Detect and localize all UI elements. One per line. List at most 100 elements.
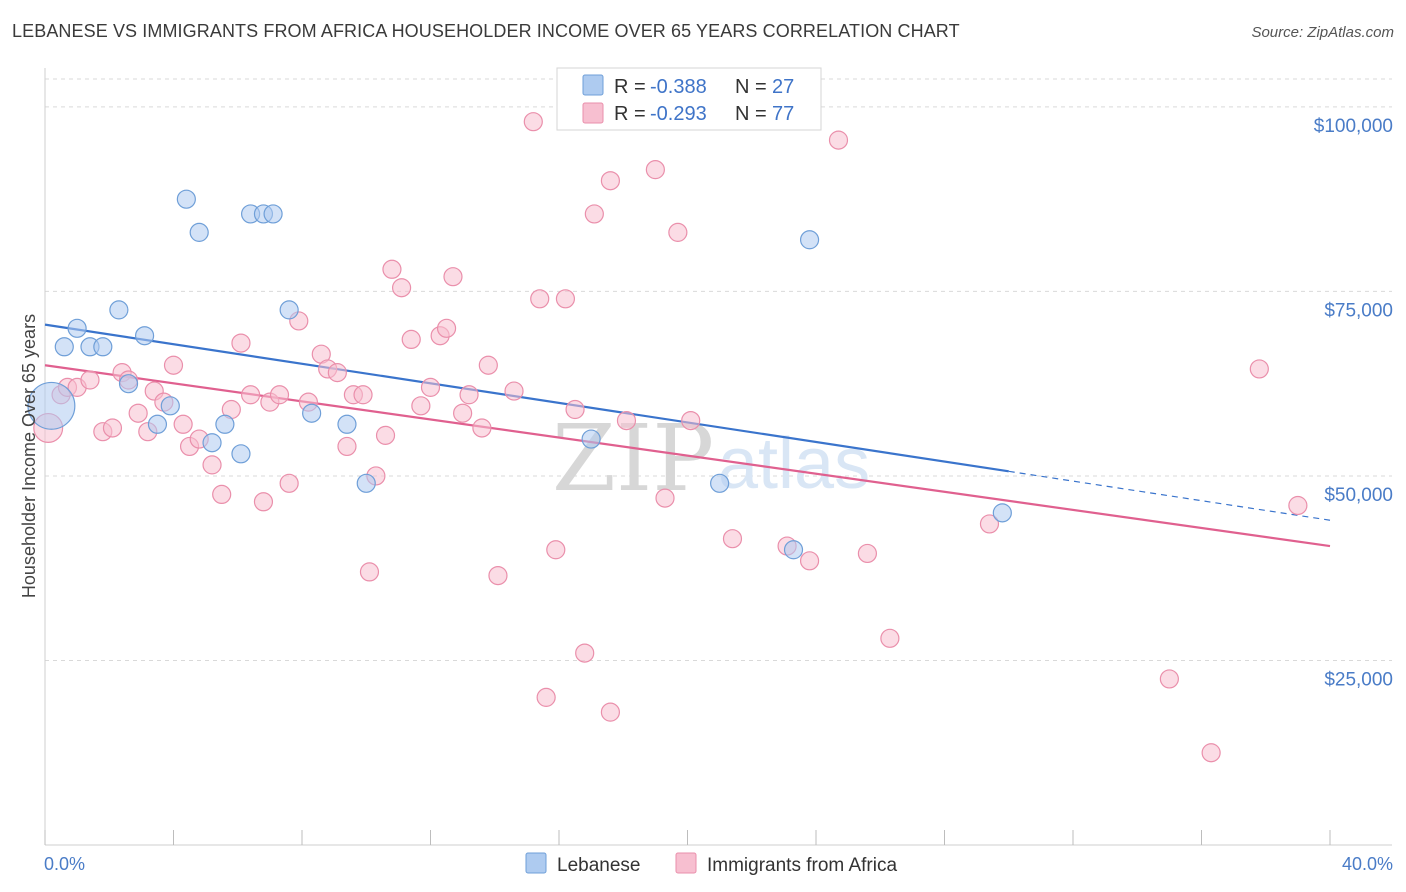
africa-point	[241, 385, 261, 405]
africa-point	[1288, 495, 1308, 516]
africa-point	[353, 385, 373, 405]
lebanese-point	[799, 230, 820, 250]
lebanese-point	[67, 318, 87, 338]
x-tick-label-min: 0.0%	[44, 854, 85, 874]
y-tick-label: $75,000	[1324, 300, 1393, 321]
africa-point	[565, 399, 585, 420]
africa-point	[645, 160, 665, 180]
africa-point	[880, 628, 900, 648]
trend-line-lebanese-extrapolated	[1008, 470, 1331, 521]
africa-point	[173, 414, 193, 434]
legend-n-value-lebanese: 27	[772, 76, 794, 98]
africa-point	[600, 702, 621, 722]
lebanese-point	[27, 381, 76, 430]
lebanese-point	[279, 300, 299, 320]
africa-point	[337, 436, 357, 457]
legend-r-label-africa: R =	[614, 103, 646, 125]
bottom-legend-label-africa: Immigrants from Africa	[707, 855, 897, 876]
legend-r-label-lebanese: R =	[614, 76, 646, 98]
lebanese-point	[134, 326, 155, 346]
y-tick-labels: $100,000 $75,000 $50,000 $25,000	[1314, 116, 1393, 691]
data-points	[27, 112, 1308, 763]
africa-point	[359, 562, 380, 582]
y-tick-label: $25,000	[1324, 669, 1393, 690]
africa-point	[420, 377, 441, 397]
y-tick-label: $100,000	[1314, 116, 1393, 137]
africa-point	[575, 643, 595, 663]
africa-point	[327, 363, 347, 383]
africa-point	[163, 355, 184, 375]
africa-point	[799, 551, 820, 571]
africa-point	[102, 418, 123, 438]
africa-point	[375, 425, 396, 445]
lebanese-point	[302, 403, 322, 423]
africa-point	[536, 687, 556, 707]
africa-point	[828, 130, 849, 150]
lebanese-point	[215, 414, 235, 434]
africa-point	[391, 278, 412, 298]
chart-title: LEBANESE VS IMMIGRANTS FROM AFRICA HOUSE…	[12, 21, 960, 41]
bottom-legend-swatch-lebanese	[525, 852, 547, 874]
africa-point	[80, 370, 100, 390]
bottom-legend-label-lebanese: Lebanese	[557, 855, 640, 876]
africa-point	[616, 410, 637, 431]
africa-point	[504, 381, 524, 401]
africa-point	[722, 529, 743, 549]
africa-point	[231, 333, 251, 353]
africa-point	[1159, 669, 1179, 689]
watermark: ZIP atlas	[552, 405, 870, 512]
series-legend: Lebanese Immigrants from Africa	[525, 852, 897, 876]
y-axis-title: Householder Income Over 65 years	[19, 314, 39, 598]
africa-point	[857, 543, 878, 564]
africa-point	[668, 222, 688, 242]
africa-point	[253, 492, 274, 512]
africa-point	[1249, 359, 1269, 379]
africa-point	[382, 259, 402, 279]
lebanese-point	[581, 429, 601, 449]
africa-point	[411, 396, 431, 416]
africa-point	[478, 355, 498, 375]
legend-r-value-africa: -0.293	[650, 103, 707, 125]
lebanese-point	[263, 204, 283, 224]
africa-point	[488, 565, 508, 586]
lebanese-point	[118, 374, 139, 394]
lebanese-point	[93, 337, 113, 357]
x-tick-label-max: 40.0%	[1342, 854, 1393, 874]
lebanese-point	[109, 300, 129, 320]
africa-point	[453, 403, 473, 423]
africa-point	[279, 473, 299, 493]
africa-point	[269, 385, 290, 405]
africa-point	[459, 385, 479, 405]
africa-point	[546, 540, 566, 560]
lebanese-point	[160, 396, 180, 416]
africa-point	[681, 410, 701, 431]
africa-point	[530, 289, 550, 309]
lebanese-point	[147, 414, 168, 434]
lebanese-point	[783, 540, 804, 560]
africa-point	[401, 329, 421, 350]
lebanese-point	[710, 473, 730, 493]
lebanese-point	[189, 222, 209, 242]
grid-layer	[45, 78, 1392, 661]
lebanese-point	[356, 473, 376, 493]
lebanese-point	[992, 503, 1012, 523]
legend-n-label-africa: N =	[735, 103, 767, 125]
africa-point	[128, 403, 148, 423]
lebanese-point	[337, 414, 357, 434]
africa-point	[600, 171, 621, 191]
lebanese-point	[54, 337, 74, 357]
africa-point	[443, 267, 463, 287]
africa-point	[555, 289, 576, 309]
trend-line-lebanese	[44, 323, 1009, 473]
lebanese-point	[202, 433, 222, 453]
africa-point	[523, 112, 543, 132]
africa-point	[212, 484, 232, 505]
legend-swatch-lebanese	[582, 74, 604, 96]
stats-legend: R = -0.388 N = 27 R = -0.293 N = 77	[556, 67, 822, 131]
lebanese-point	[176, 189, 196, 209]
africa-point	[472, 418, 492, 438]
legend-n-value-africa: 77	[772, 103, 794, 125]
africa-point	[202, 455, 222, 475]
africa-point	[1201, 743, 1221, 763]
